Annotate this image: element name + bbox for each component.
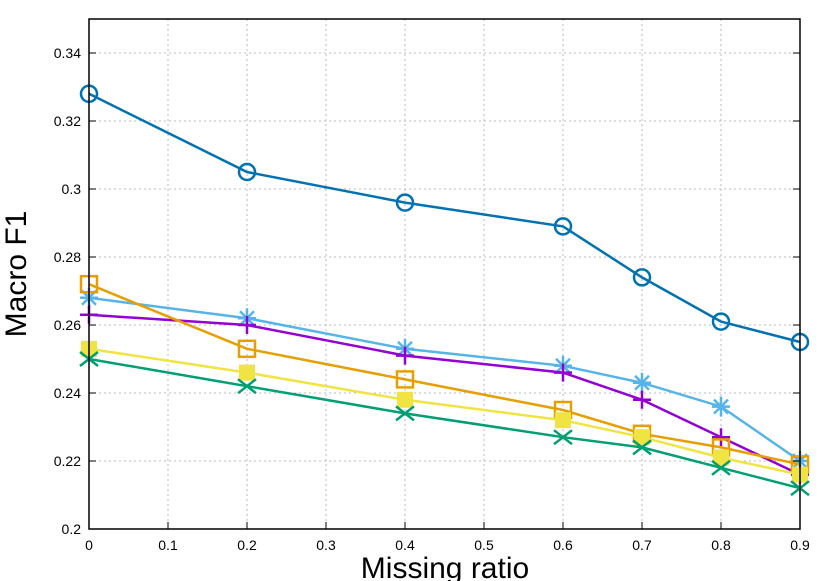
series-2 xyxy=(80,305,809,484)
ticks: 0 0.1 0.2 0.3 0.4 0.5 0.6 0.7 0.8 0.9 0.2 0.22 0.24 0… xyxy=(54,45,810,553)
data-point-circle xyxy=(553,217,573,236)
data-point-x xyxy=(237,378,257,395)
data-point-square-filled xyxy=(397,391,413,408)
series-3 xyxy=(79,274,810,474)
y-axis-label: Macro F1 xyxy=(0,211,33,338)
data-point-circle xyxy=(632,268,652,287)
x-tick-label: 0 xyxy=(85,537,93,553)
x-tick-label: 0.4 xyxy=(395,537,415,553)
series-layer xyxy=(79,84,810,497)
x-tick-label: 0.6 xyxy=(553,537,573,553)
data-point-plus xyxy=(633,390,651,409)
data-point-square-open xyxy=(237,339,257,359)
series-line xyxy=(88,92,801,344)
x-tick-label: 0.3 xyxy=(316,537,336,553)
x-tick-label: 0.5 xyxy=(474,537,494,553)
data-point-square-filled xyxy=(239,364,255,381)
data-point-plus xyxy=(712,428,730,447)
data-point-x xyxy=(553,429,573,446)
series-4 xyxy=(81,340,808,483)
series-line xyxy=(88,347,801,476)
data-point-square-open xyxy=(395,370,415,389)
data-point-circle xyxy=(395,193,415,212)
data-point-x xyxy=(632,439,652,456)
data-point-square-filled xyxy=(713,449,729,466)
data-point-plus xyxy=(554,363,572,382)
data-point-circle xyxy=(237,162,257,182)
plot-frame xyxy=(88,18,801,530)
x-tick-label: 0.8 xyxy=(711,537,731,553)
x-tick-label: 0.7 xyxy=(632,537,652,553)
data-point-plus xyxy=(396,346,414,365)
data-point-x xyxy=(395,405,415,422)
x-axis-label: Missing ratio xyxy=(361,552,529,581)
series-line xyxy=(88,283,801,466)
data-point-square-filled xyxy=(555,412,571,429)
grid xyxy=(89,19,800,529)
data-point-x xyxy=(711,459,731,476)
series-5 xyxy=(79,351,810,497)
data-point-asterisk xyxy=(633,372,651,393)
y-tick-label: 0.34 xyxy=(54,45,81,61)
data-point-circle xyxy=(711,312,731,331)
y-tick-label: 0.32 xyxy=(54,113,81,129)
x-tick-label: 0.2 xyxy=(237,537,257,553)
y-tick-label: 0.22 xyxy=(54,453,81,469)
x-tick-label: 0.9 xyxy=(790,537,810,553)
y-tick-label: 0.24 xyxy=(54,385,81,401)
data-point-square-filled xyxy=(634,429,650,446)
y-tick-label: 0.2 xyxy=(62,521,82,537)
y-tick-label: 0.3 xyxy=(62,181,82,197)
y-tick-label: 0.28 xyxy=(54,249,81,265)
data-point-plus xyxy=(238,316,256,334)
y-tick-label: 0.26 xyxy=(54,317,81,333)
data-point-asterisk xyxy=(712,396,730,417)
x-tick-label: 0.1 xyxy=(158,537,178,553)
